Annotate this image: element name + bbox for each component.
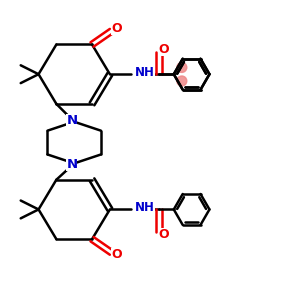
Text: NH: NH <box>135 66 155 79</box>
Text: N: N <box>66 114 77 128</box>
Text: NH: NH <box>135 202 155 214</box>
Text: O: O <box>158 228 169 241</box>
Circle shape <box>177 62 187 72</box>
Text: N: N <box>66 158 77 171</box>
Text: O: O <box>111 248 122 261</box>
Text: O: O <box>158 43 169 56</box>
Circle shape <box>177 76 187 86</box>
Text: O: O <box>111 22 122 35</box>
